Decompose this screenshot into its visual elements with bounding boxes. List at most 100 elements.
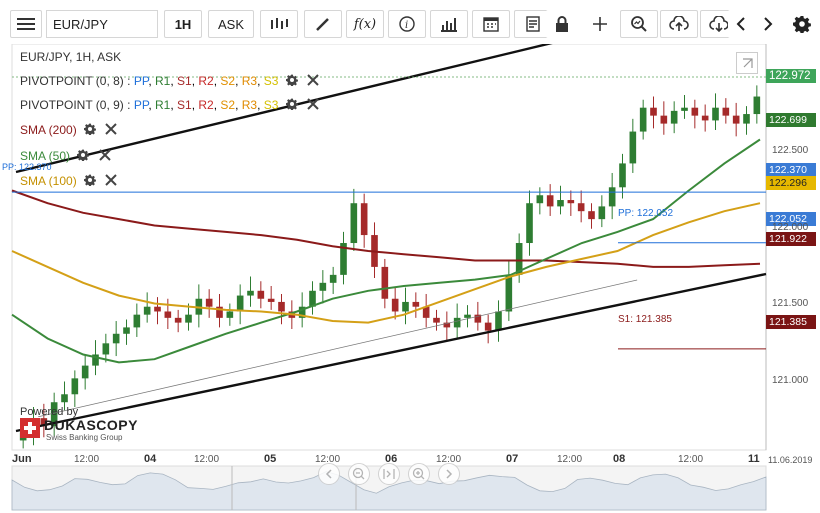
chart-area[interactable]: EUR/JPY, 1H, ASK PIVOTPOINT (0, 8) : PP,… — [0, 44, 820, 513]
chart-type-button[interactable] — [260, 10, 298, 38]
candle-body — [50, 402, 58, 427]
close-icon[interactable] — [307, 74, 319, 86]
sma-line-50 — [11, 138, 761, 364]
settings-button[interactable] — [788, 10, 816, 38]
candle-body — [92, 354, 99, 366]
pivot2-s3: S3 — [263, 98, 279, 112]
gear-icon[interactable] — [77, 149, 90, 161]
fit-icon — [383, 469, 395, 479]
candle-body — [536, 195, 544, 204]
candle-body — [112, 333, 120, 344]
pivot2-r1: R1 — [154, 98, 171, 112]
candle-body — [722, 107, 730, 116]
s1-price-box: 121.385 — [766, 315, 816, 329]
candle-body — [422, 306, 430, 318]
candle-body — [546, 195, 554, 207]
expand-button[interactable] — [736, 52, 758, 74]
upload-button[interactable] — [660, 10, 698, 38]
candle-body — [174, 317, 182, 323]
candle-body — [577, 203, 585, 212]
scroll-right-nav-button[interactable] — [438, 463, 460, 485]
x-tick-label: 04 — [144, 453, 157, 465]
candle-body — [309, 290, 316, 307]
draw-icon — [316, 18, 329, 31]
gear-icon[interactable] — [84, 123, 96, 135]
candle-body — [639, 107, 647, 132]
menu-button[interactable] — [10, 10, 42, 38]
dukascopy-tagline: Swiss Banking Group — [46, 433, 123, 442]
period-button[interactable]: 1H — [164, 10, 202, 38]
candle-body — [701, 115, 709, 121]
pivot1-s2: S2 — [220, 74, 236, 88]
chevron-left-icon — [736, 17, 745, 31]
pivot1-sep: : — [127, 74, 131, 88]
candle-body — [691, 107, 699, 116]
info-button[interactable]: i — [388, 10, 426, 38]
candle-body — [185, 314, 192, 323]
zoom-out-button[interactable] — [348, 463, 370, 485]
candle-body — [753, 96, 761, 115]
pivot1-pp: PP — [133, 74, 149, 88]
close-icon[interactable] — [307, 98, 319, 110]
candle-body — [340, 243, 347, 275]
candle-body — [71, 378, 79, 395]
sma200-legend: SMA (200) — [20, 121, 118, 139]
sma200-label: SMA (200) — [20, 123, 77, 137]
candle-body — [329, 274, 337, 283]
gear-icon[interactable] — [285, 98, 298, 110]
pivot1-s1: S1 — [177, 74, 192, 88]
chevron-right-icon — [764, 17, 773, 31]
scroll-left-button[interactable] — [728, 10, 754, 38]
candle-body — [526, 203, 533, 244]
candle-body — [402, 301, 409, 312]
candle-body — [133, 314, 141, 328]
close-icon[interactable] — [98, 149, 111, 161]
sma100-label: SMA (100) — [20, 174, 77, 188]
candles-layer — [19, 85, 761, 449]
powered-by-text: Powered by — [20, 406, 79, 418]
indicator-button[interactable]: f(x) — [346, 10, 384, 38]
sma50-price-box: 122.699 — [766, 113, 816, 127]
candle-body — [608, 187, 616, 207]
gear-icon[interactable] — [285, 74, 298, 86]
candle-body — [515, 243, 523, 275]
lower-channel-line — [15, 272, 767, 433]
candle-body — [81, 365, 89, 379]
x-tick-label: 12:00 — [678, 454, 704, 465]
x-tick-label: 12:00 — [315, 454, 341, 465]
symbol-input[interactable]: EUR/JPY — [46, 10, 158, 38]
x-tick-label: 12:00 — [436, 454, 462, 465]
download-icon — [709, 16, 729, 32]
close-icon[interactable] — [105, 174, 118, 186]
pivot2-s2: S2 — [220, 98, 236, 112]
candle-body — [247, 290, 254, 296]
zoom-icon — [631, 16, 647, 32]
zoom-out-icon — [352, 467, 365, 480]
draw-button[interactable] — [304, 10, 342, 38]
zoom-in-button[interactable] — [408, 463, 430, 485]
gear-icon[interactable] — [84, 174, 96, 186]
calendar-button[interactable] — [472, 10, 510, 38]
close-icon[interactable] — [105, 123, 118, 135]
x-tick-label: 06 — [385, 453, 398, 465]
info-icon: i — [399, 16, 415, 32]
scroll-left-nav-button[interactable] — [318, 463, 340, 485]
scroll-right-button[interactable] — [755, 10, 781, 38]
crosshair-button[interactable] — [584, 10, 616, 38]
y-tick-label: 121.000 — [772, 375, 809, 386]
pivot1-r1: R1 — [154, 74, 171, 88]
report-button[interactable] — [514, 10, 552, 38]
candle-body — [391, 298, 399, 312]
volume-button[interactable] — [430, 10, 468, 38]
zoom-button[interactable] — [620, 10, 658, 38]
x-tick-label: 12:00 — [74, 454, 100, 465]
gear-icon — [793, 16, 811, 33]
candle-body — [495, 311, 502, 331]
chart-svg[interactable] — [0, 44, 820, 513]
sma-line-200 — [11, 189, 761, 268]
candle-body — [588, 211, 595, 220]
side-button[interactable]: ASK — [208, 10, 254, 38]
candle-body — [102, 343, 110, 355]
reset-zoom-button[interactable] — [378, 463, 400, 485]
lock-button[interactable] — [546, 10, 578, 38]
